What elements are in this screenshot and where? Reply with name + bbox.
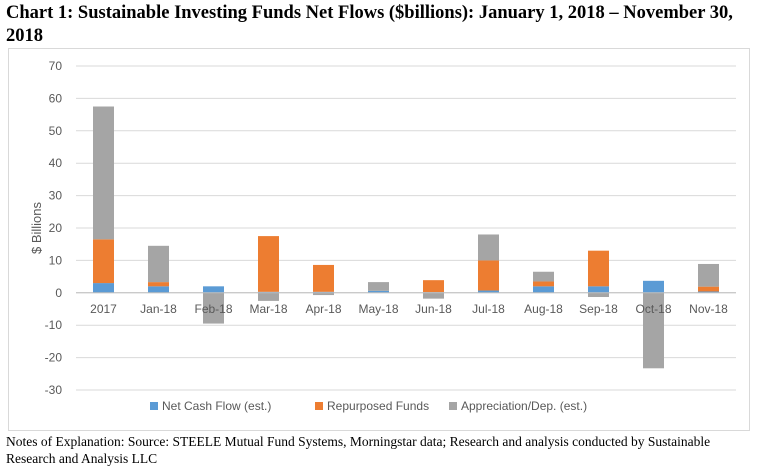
y-tick-label: 10 (49, 253, 63, 267)
x-tick-label: Apr-18 (305, 302, 341, 316)
x-tick-label: Jan-18 (140, 302, 177, 316)
bar-repurposed-funds (148, 282, 169, 287)
y-tick-label: -10 (45, 318, 63, 332)
bar-net-cash-flow (93, 283, 114, 293)
bar-appreciation (203, 292, 224, 324)
bar-net-cash-flow (368, 290, 389, 293)
y-tick-label: -20 (45, 351, 63, 365)
legend-label: Repurposed Funds (327, 399, 429, 413)
y-tick-label: 70 (49, 59, 63, 73)
bar-net-cash-flow (588, 286, 609, 293)
y-tick-label: 40 (49, 156, 63, 170)
legend-swatch (449, 402, 457, 410)
y-tick-label: 60 (49, 91, 63, 105)
bar-net-cash-flow (203, 286, 224, 293)
bar-appreciation (93, 106, 114, 240)
bar-repurposed-funds (93, 239, 114, 284)
x-tick-label: Jul-18 (472, 302, 505, 316)
bar-appreciation (148, 245, 169, 283)
x-tick-label: Sep-18 (579, 302, 618, 316)
x-tick-label: 2017 (90, 302, 117, 316)
x-tick-label: May-18 (358, 302, 398, 316)
y-tick-label: 50 (49, 124, 63, 138)
y-tick-label: -30 (45, 383, 63, 397)
bar-appreciation (258, 292, 279, 301)
bar-appreciation (423, 292, 444, 299)
bar-appreciation (533, 271, 554, 282)
bar-repurposed-funds (478, 260, 499, 291)
notes-of-explanation: Notes of Explanation: Source: STEELE Mut… (6, 434, 711, 466)
y-axis-label: $ Billions (29, 201, 44, 254)
x-tick-label: Oct-18 (635, 302, 671, 316)
chart-svg: -30 -20 -10 0 10 20 30 40 50 60 70 $ Billions 2017 Ja… (29, 59, 736, 413)
y-tick-label: 30 (49, 189, 63, 203)
bar-net-cash-flow (478, 290, 499, 293)
x-tick-label: Jun-18 (415, 302, 452, 316)
bar-appreciation (313, 292, 334, 296)
chart-title: Chart 1: Sustainable Investing Funds Net… (6, 3, 733, 46)
y-tick-label: 0 (55, 286, 62, 300)
legend-label: Net Cash Flow (est.) (162, 399, 271, 413)
bar-repurposed-funds (533, 281, 554, 287)
x-tick-label: Mar-18 (249, 302, 287, 316)
x-tick-label: Nov-18 (689, 302, 728, 316)
chart-area: -30 -20 -10 0 10 20 30 40 50 60 70 $ Billions 2017 Ja… (8, 48, 750, 431)
legend-swatch (150, 402, 158, 410)
bar-net-cash-flow (148, 286, 169, 293)
x-tick-label: Feb-18 (194, 302, 232, 316)
bar-repurposed-funds (313, 264, 334, 292)
bar-net-cash-flow (643, 280, 664, 293)
bar-appreciation (698, 263, 719, 287)
y-tick-label: 20 (49, 221, 63, 235)
bar-appreciation (643, 292, 664, 369)
legend-swatch (315, 402, 323, 410)
bar-repurposed-funds (588, 250, 609, 287)
bar-net-cash-flow (698, 291, 719, 293)
bar-repurposed-funds (698, 286, 719, 292)
x-tick-label: Aug-18 (524, 302, 563, 316)
bar-appreciation (478, 234, 499, 261)
bar-repurposed-funds (423, 280, 444, 293)
bar-appreciation (588, 292, 609, 298)
bar-repurposed-funds (258, 236, 279, 292)
legend-label: Appreciation/Dep. (est.) (461, 399, 587, 413)
bar-appreciation (368, 282, 389, 291)
bar-net-cash-flow (533, 286, 554, 293)
